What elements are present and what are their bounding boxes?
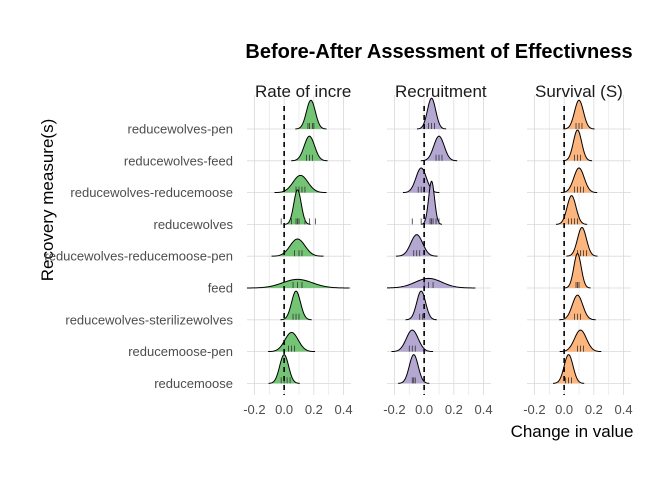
density-ridge bbox=[268, 332, 315, 352]
density-outline bbox=[560, 167, 598, 194]
density-outline bbox=[268, 354, 300, 384]
row-label: reducemoose-pen bbox=[128, 344, 233, 359]
row-label: reducewolves-sterilizewolves bbox=[65, 312, 233, 327]
density-outline bbox=[391, 329, 434, 353]
x-tick-label: -0.2 bbox=[243, 402, 265, 417]
density-outline bbox=[291, 135, 328, 162]
density-ridge bbox=[402, 167, 440, 193]
density-outline bbox=[405, 290, 437, 321]
density-outline bbox=[268, 331, 315, 353]
density-ridge bbox=[566, 227, 598, 257]
density-ridge bbox=[387, 278, 476, 288]
density-outline bbox=[421, 180, 443, 225]
density-ridge bbox=[562, 130, 593, 161]
y-axis-label: Recovery measure(s) bbox=[38, 119, 57, 282]
density-ridge bbox=[284, 189, 311, 225]
x-tick-label: 0.2 bbox=[585, 402, 603, 417]
density-ridge bbox=[395, 234, 438, 257]
density-outline bbox=[295, 99, 327, 130]
row-label: reducewolves bbox=[154, 217, 234, 232]
density-outline bbox=[395, 234, 438, 257]
x-tick-label: 0.0 bbox=[415, 402, 433, 417]
density-ridge bbox=[555, 195, 588, 225]
density-ridge bbox=[271, 238, 324, 257]
density-outline bbox=[398, 354, 430, 384]
x-tick-label: 0.2 bbox=[305, 402, 323, 417]
density-outline bbox=[416, 97, 447, 130]
row-label: reducemoose bbox=[154, 376, 233, 391]
chart-title: Before-After Assessment of Effectivness bbox=[245, 41, 632, 63]
panel-plot bbox=[552, 99, 602, 384]
density-ridge bbox=[274, 175, 327, 193]
panel-plot bbox=[387, 97, 476, 384]
x-tick-label: -0.2 bbox=[383, 402, 405, 417]
density-outline bbox=[280, 290, 312, 321]
panel-strip-label: Survival (S) bbox=[535, 82, 623, 101]
panel: Rate of increa -0.2 0.0 0.2 0.4 bbox=[243, 82, 361, 417]
density-outline bbox=[559, 329, 602, 353]
panel: Survival (S) -0.2 0.0 0.2 0.4 bbox=[523, 82, 632, 417]
row-labels: reducewolves-pen reducewolves-feed reducew… bbox=[44, 122, 233, 391]
x-tick-label: -0.2 bbox=[523, 402, 545, 417]
panel: Recruitment ( -0.2 0.0 0.2 0.4 bbox=[383, 82, 497, 417]
density-outline bbox=[559, 294, 596, 321]
panel-strip-label: Recruitment ( bbox=[395, 82, 497, 101]
density-outline bbox=[566, 226, 598, 257]
density-ridge bbox=[247, 279, 350, 288]
row-label: reducewolves-reducemoose-pen bbox=[44, 249, 233, 264]
density-ridge bbox=[421, 181, 442, 225]
row-label: reducewolves-reducemoose bbox=[70, 185, 233, 200]
density-outline bbox=[284, 189, 311, 225]
density-ridge bbox=[391, 330, 434, 352]
panel-strip-label: Rate of increa bbox=[255, 82, 361, 101]
density-ridge bbox=[559, 295, 596, 320]
density-outline bbox=[387, 277, 476, 289]
density-outline bbox=[564, 252, 591, 289]
density-ridge bbox=[295, 100, 327, 129]
panel-plot bbox=[247, 99, 350, 384]
density-outline bbox=[247, 278, 350, 289]
x-tick-label: 0.0 bbox=[275, 402, 293, 417]
x-axis-label: Change in value bbox=[511, 422, 634, 441]
density-ridge bbox=[398, 354, 430, 384]
density-ridge bbox=[417, 98, 447, 129]
density-ridge bbox=[405, 291, 437, 320]
density-outline bbox=[274, 174, 327, 194]
x-tick-label: 0.0 bbox=[555, 402, 573, 417]
row-label: reducewolves-feed bbox=[124, 153, 233, 168]
row-label: reducewolves-pen bbox=[127, 122, 233, 137]
row-label: feed bbox=[208, 281, 233, 296]
x-tick-label: 0.4 bbox=[615, 402, 633, 417]
density-outline bbox=[271, 238, 324, 257]
density-ridge bbox=[291, 136, 328, 161]
density-ridge bbox=[420, 136, 458, 161]
density-ridge bbox=[553, 354, 585, 384]
density-outline bbox=[552, 354, 585, 384]
density-ridge bbox=[559, 330, 602, 352]
density-outline bbox=[563, 99, 595, 130]
x-tick-label: 0.2 bbox=[445, 402, 463, 417]
density-outline bbox=[420, 135, 458, 162]
x-tick-label: 0.4 bbox=[335, 402, 353, 417]
density-outline bbox=[555, 195, 588, 225]
x-tick-label: 0.4 bbox=[475, 402, 493, 417]
density-outline bbox=[562, 129, 593, 162]
density-ridge bbox=[564, 253, 591, 288]
density-ridge bbox=[280, 291, 312, 320]
density-ridge bbox=[563, 100, 595, 129]
density-ridge bbox=[560, 167, 598, 193]
